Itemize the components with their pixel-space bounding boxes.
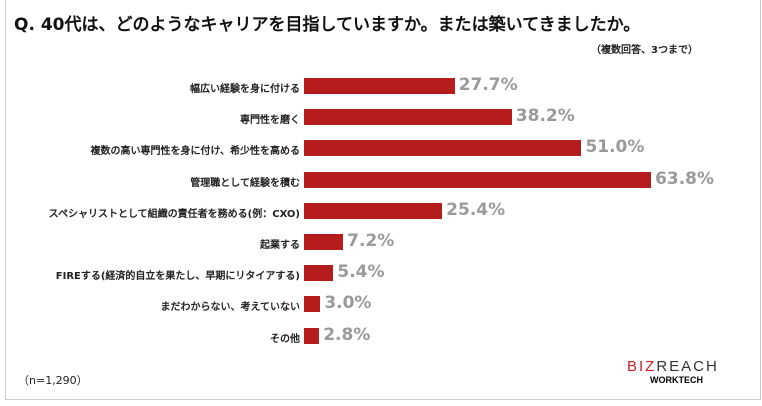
value-label: 5.4% [337, 262, 385, 283]
value-label: 25.4% [446, 199, 506, 220]
category-label: まだわからない、考えていない [160, 302, 301, 314]
logo-worktech: WORKTECH [650, 375, 703, 385]
bar [304, 109, 512, 126]
bar [304, 202, 443, 219]
category-label: 起業する [260, 240, 300, 251]
frame-border [5, 0, 761, 400]
sample-size-note: （n=1,290） [18, 374, 88, 387]
chart-subtitle: （複数回答、3つまで） [591, 45, 698, 56]
value-label: 63.8% [655, 168, 715, 189]
value-label: 51.0% [585, 137, 645, 158]
bar [304, 171, 652, 188]
category-label: スペシャリストとして組織の責任者を務める(例：CXO) [48, 208, 300, 220]
value-label: 2.8% [323, 324, 371, 345]
bar [304, 265, 334, 282]
logo-reach: REACH [656, 358, 719, 375]
bizreach-worktech-logo: BIZREACH WORKTECH [627, 358, 719, 385]
value-label: 7.2% [347, 231, 395, 251]
category-label: 複数の高い専門性を身に付け、希少性を高める [90, 146, 301, 158]
category-label: 専門性を磨く [240, 115, 300, 127]
logo-biz: BIZ [627, 358, 657, 375]
bar [304, 296, 321, 313]
category-label: 幅広い経験を身に付ける [190, 84, 300, 95]
value-label: 38.2% [515, 106, 575, 127]
bar [304, 78, 455, 94]
bar [304, 327, 320, 344]
chart-title: Q. 40代は、どのようなキャリアを目指していますか。または築いてきましたか。 [14, 15, 641, 35]
category-label: 管理職として経験を積む [190, 177, 300, 189]
value-label: 27.7% [458, 75, 518, 95]
category-label: FIREする(経済的自立を果たし、早期にリタイアする) [55, 271, 300, 283]
value-label: 3.0% [324, 293, 372, 314]
bar [304, 140, 582, 157]
bar [304, 234, 344, 250]
category-label: その他 [270, 333, 300, 345]
